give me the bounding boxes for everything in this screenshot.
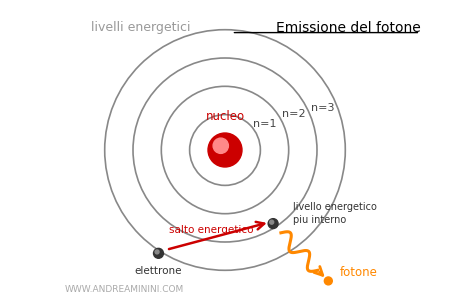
Circle shape <box>268 219 278 229</box>
Circle shape <box>153 248 163 258</box>
Text: n=1: n=1 <box>253 119 276 129</box>
Text: WWW.ANDREAMININI.COM: WWW.ANDREAMININI.COM <box>65 285 184 294</box>
Circle shape <box>213 138 229 153</box>
Circle shape <box>270 220 274 224</box>
Circle shape <box>324 277 332 285</box>
Text: salto energetico: salto energetico <box>169 225 253 235</box>
Text: livelli energetici: livelli energetici <box>90 21 190 34</box>
Text: Emissione del fotone: Emissione del fotone <box>275 21 420 35</box>
Text: elettrone: elettrone <box>135 266 182 276</box>
Circle shape <box>208 133 242 167</box>
Text: livello energetico
piu interno: livello energetico piu interno <box>293 202 377 225</box>
Text: nucleo: nucleo <box>206 110 244 123</box>
Circle shape <box>155 250 159 254</box>
Text: fotone: fotone <box>340 266 378 279</box>
Text: n=2: n=2 <box>282 110 306 119</box>
Text: n=3: n=3 <box>311 103 335 113</box>
